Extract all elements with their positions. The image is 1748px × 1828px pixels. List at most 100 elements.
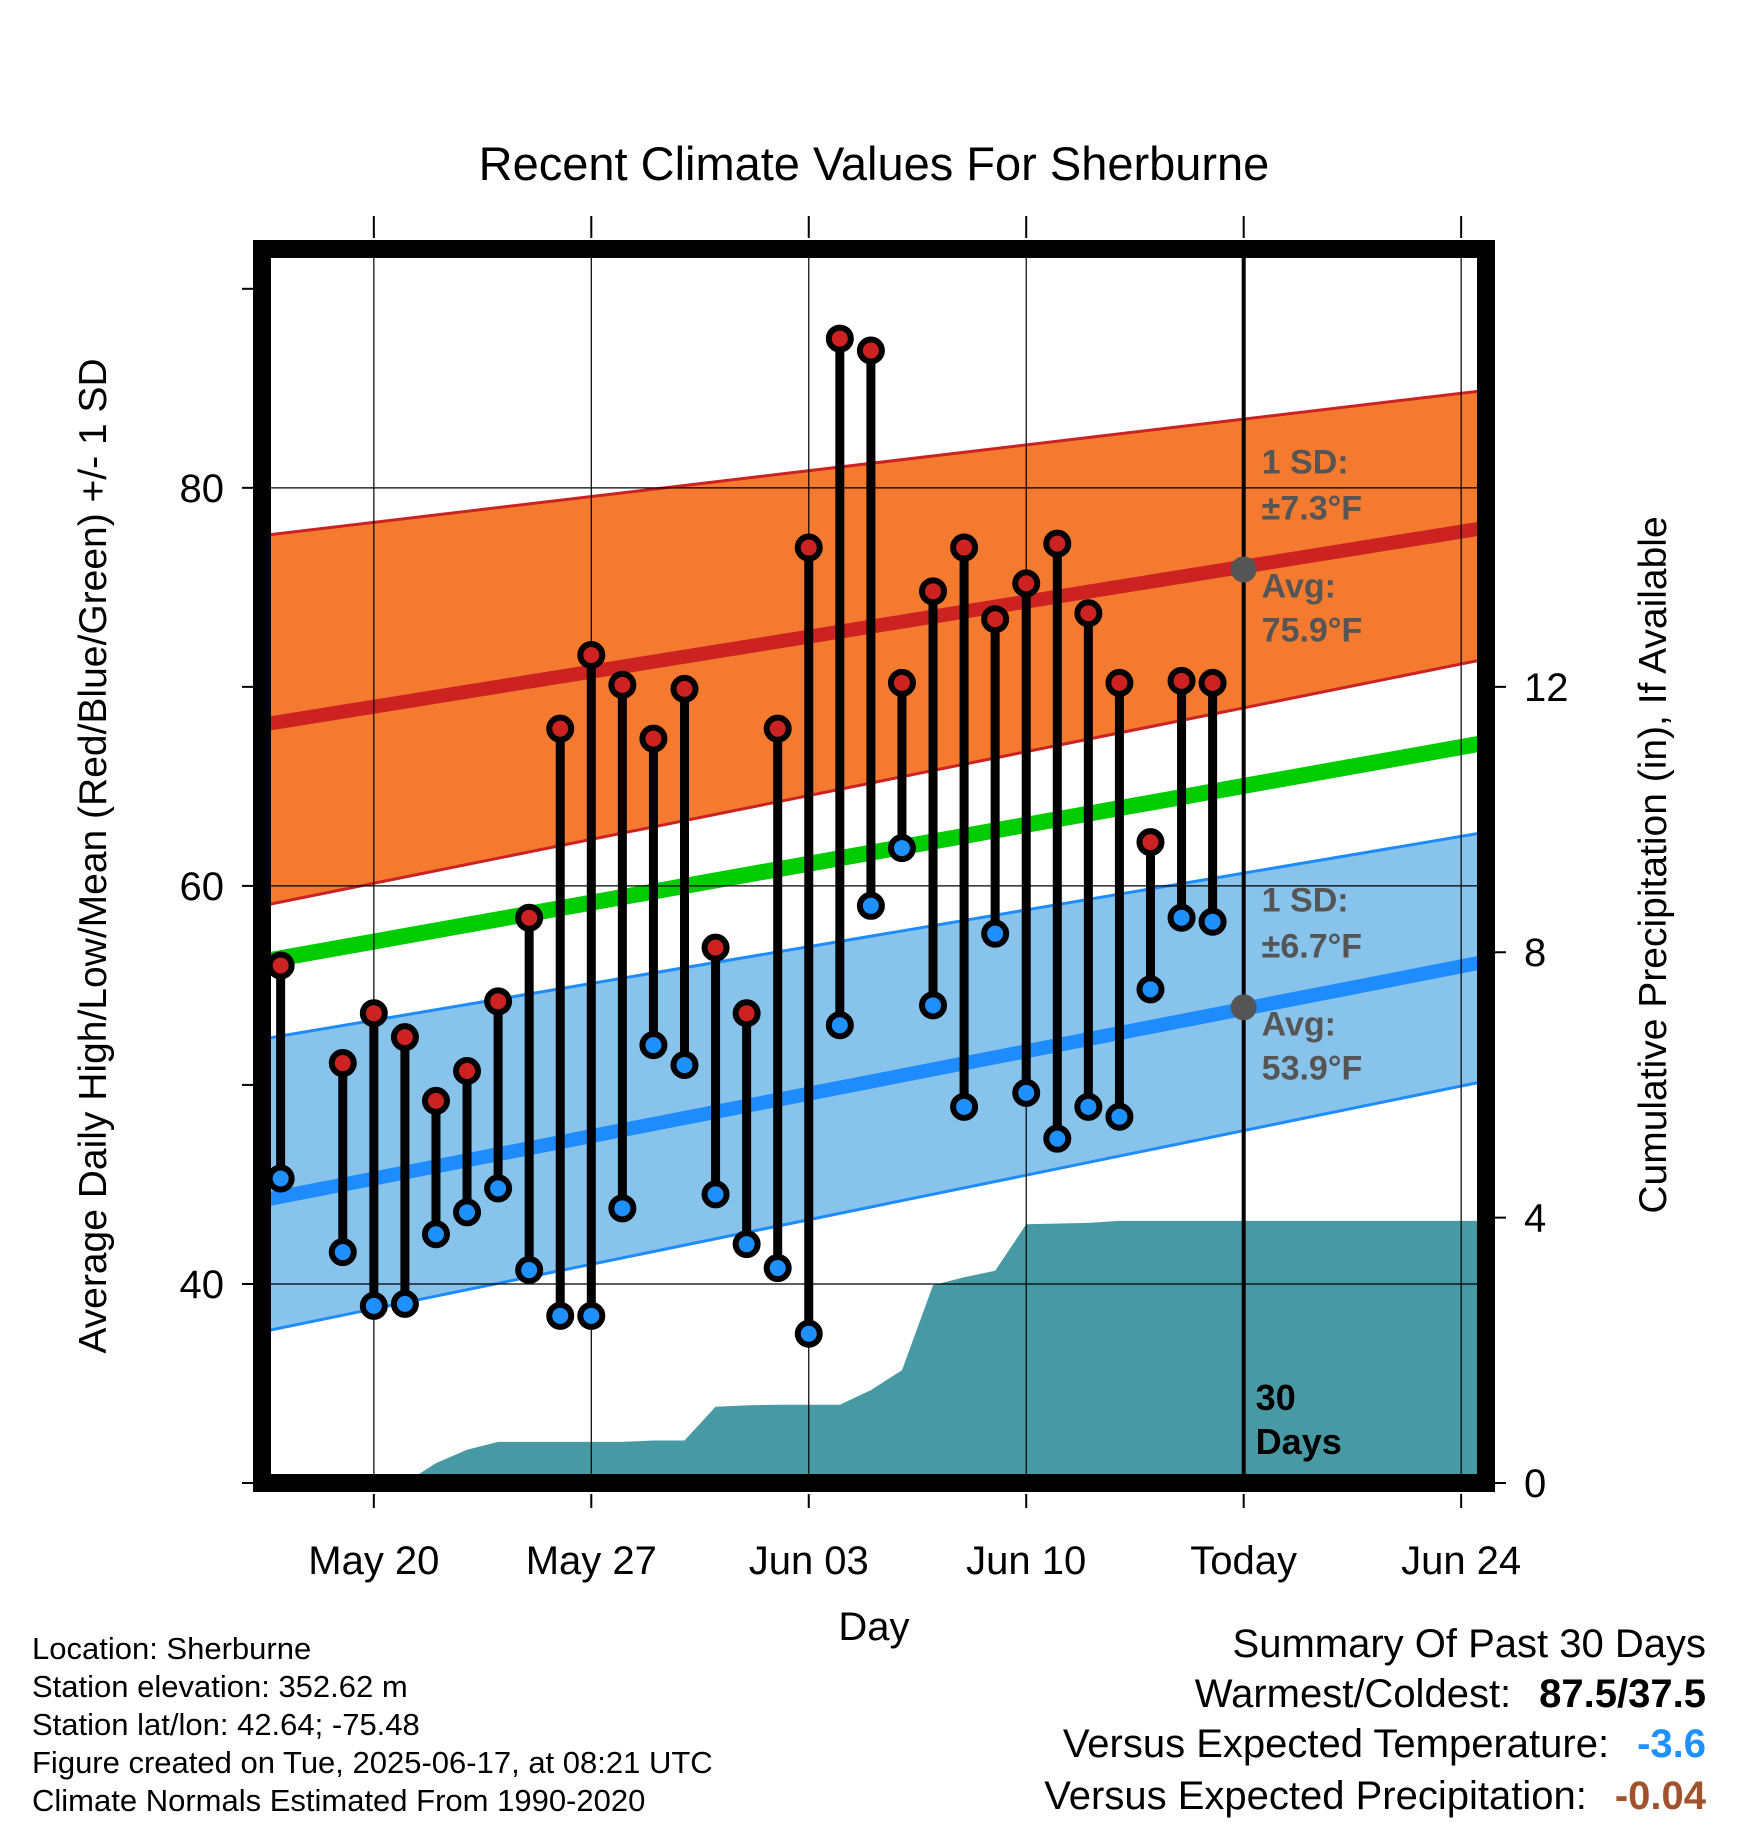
daily-high-marker xyxy=(608,670,637,699)
normal-low-today-avg-dot xyxy=(1230,994,1257,1021)
chart-title: Recent Climate Values For Sherburne xyxy=(479,137,1270,190)
daily-low-marker xyxy=(328,1238,357,1267)
daily-low-marker xyxy=(608,1194,637,1223)
summary-warm-cold-value: 87.5/37.5 xyxy=(1539,1672,1706,1716)
summary-temp-row: Versus Expected Temperature: -3.6 xyxy=(1063,1722,1706,1767)
daily-high-marker xyxy=(359,999,388,1028)
normal-low-lower-sd-line xyxy=(262,1079,1486,1334)
daily-low-marker xyxy=(1136,975,1165,1004)
daily-high-marker xyxy=(328,1049,357,1078)
daily-low-marker xyxy=(484,1174,513,1203)
daily-high-marker xyxy=(887,668,916,697)
daily-high-marker xyxy=(1043,529,1072,558)
y-tick-label: 60 xyxy=(180,865,225,909)
daily-low-marker xyxy=(887,834,916,863)
daily-low-marker xyxy=(701,1180,730,1209)
daily-high-marker xyxy=(421,1086,450,1115)
y-tick-label: 40 xyxy=(180,1263,225,1307)
footer-elevation: Station elevation: 352.62 m xyxy=(32,1669,408,1704)
summary-precip-value: -0.04 xyxy=(1614,1774,1706,1818)
y2-axis-label: Cumulative Precipitation (in), If Availa… xyxy=(1632,516,1675,1213)
normal-low-sd-value: ±6.7°F xyxy=(1262,927,1362,965)
daily-low-marker xyxy=(421,1220,450,1249)
daily-high-marker xyxy=(1105,668,1134,697)
summary-precip-label: Versus Expected Precipitation: xyxy=(1044,1774,1587,1818)
x-tick-label: Jun 03 xyxy=(749,1539,869,1583)
precip-cumulative-area xyxy=(262,1220,1486,1483)
daily-low-marker xyxy=(981,919,1010,948)
daily-low-marker xyxy=(1043,1124,1072,1153)
window-label-days: Days xyxy=(1256,1421,1342,1462)
y2-tick-label: 0 xyxy=(1524,1462,1546,1506)
normal-low-avg-label: Avg: xyxy=(1262,1005,1336,1043)
normal-high-sd-value: ±7.3°F xyxy=(1262,489,1362,527)
daily-high-marker xyxy=(1198,668,1227,697)
daily-low-marker xyxy=(577,1301,606,1330)
daily-low-marker xyxy=(453,1198,482,1227)
summary-precip-row: Versus Expected Precipitation: -0.04 xyxy=(1044,1774,1706,1819)
daily-low-marker xyxy=(732,1230,761,1259)
daily-high-marker xyxy=(453,1057,482,1086)
x-tick-label: Jun 24 xyxy=(1401,1539,1521,1583)
normal-low-upper-sd-line xyxy=(262,830,1486,1041)
daily-low-marker xyxy=(639,1031,668,1060)
summary-warm-cold-row: Warmest/Coldest: 87.5/37.5 xyxy=(1195,1672,1706,1717)
daily-high-marker xyxy=(1012,569,1041,598)
daily-high-marker xyxy=(825,324,854,353)
daily-low-marker xyxy=(390,1289,419,1318)
daily-high-marker xyxy=(390,1023,419,1052)
daily-low-marker xyxy=(950,1092,979,1121)
daily-low-marker xyxy=(266,1164,295,1193)
daily-high-marker xyxy=(515,903,544,932)
annotation-layer: 1 SD: ±7.3°F Avg: 75.9°F 1 SD: ±6.7°F Avg: 53.9… xyxy=(1230,443,1363,1462)
daily-high-marker xyxy=(639,724,668,753)
daily-high-marker xyxy=(484,987,513,1016)
window-label-number: 30 xyxy=(1256,1377,1296,1418)
daily-low-marker xyxy=(1012,1078,1041,1107)
daily-high-marker xyxy=(701,933,730,962)
x-tick-label: May 20 xyxy=(308,1539,439,1583)
daily-low-marker xyxy=(919,991,948,1020)
daily-low-marker xyxy=(1105,1102,1134,1131)
y-axis-label: Average Daily High/Low/Mean (Red/Blue/Gr… xyxy=(72,358,115,1353)
x-tick-label: Today xyxy=(1190,1539,1297,1583)
y2-tick-label: 12 xyxy=(1524,666,1569,710)
x-axis-label: Day xyxy=(838,1605,909,1649)
daily-high-marker xyxy=(732,999,761,1028)
plot-frame xyxy=(253,240,1495,1492)
y2-tick-label: 8 xyxy=(1524,931,1546,975)
summary-warm-cold-label: Warmest/Coldest: xyxy=(1194,1672,1512,1716)
daily-low-marker xyxy=(825,1011,854,1040)
normal-low-avg-value: 53.9°F xyxy=(1262,1049,1363,1087)
daily-high-marker xyxy=(950,533,979,562)
daily-high-marker xyxy=(1074,599,1103,628)
normal-high-sd-label: 1 SD: xyxy=(1262,443,1349,481)
daily-low-marker xyxy=(1198,907,1227,936)
daily-high-marker xyxy=(856,336,885,365)
daily-high-marker xyxy=(763,714,792,743)
daily-low-marker xyxy=(763,1254,792,1283)
daily-low-marker xyxy=(359,1291,388,1320)
daily-low-marker xyxy=(1167,903,1196,932)
normal-high-today-avg-dot xyxy=(1230,556,1257,583)
daily-high-marker xyxy=(1167,666,1196,695)
daily-data-layer xyxy=(266,324,1227,1348)
summary-title: Summary Of Past 30 Days xyxy=(1232,1622,1706,1666)
x-tick-label: Jun 10 xyxy=(966,1539,1086,1583)
daily-low-marker xyxy=(794,1319,823,1348)
y2-tick-label: 4 xyxy=(1524,1197,1546,1241)
axes-layer: 40 60 80 0 4 8 12 May 20 May 27 Jun 03 Jun 10 Today… xyxy=(180,216,1569,1583)
normal-high-avg-value: 75.9°F xyxy=(1262,611,1363,649)
daily-high-marker xyxy=(794,533,823,562)
daily-high-marker xyxy=(577,641,606,670)
daily-high-marker xyxy=(919,577,948,606)
footer-location: Location: Sherburne xyxy=(32,1631,312,1666)
normal-low-sd-label: 1 SD: xyxy=(1262,881,1349,919)
footer-created: Figure created on Tue, 2025-06-17, at 08… xyxy=(32,1745,713,1780)
daily-low-marker xyxy=(1074,1092,1103,1121)
daily-high-marker xyxy=(546,714,575,743)
daily-low-marker xyxy=(670,1051,699,1080)
summary-temp-label: Versus Expected Temperature: xyxy=(1062,1722,1610,1766)
daily-high-marker xyxy=(981,605,1010,634)
